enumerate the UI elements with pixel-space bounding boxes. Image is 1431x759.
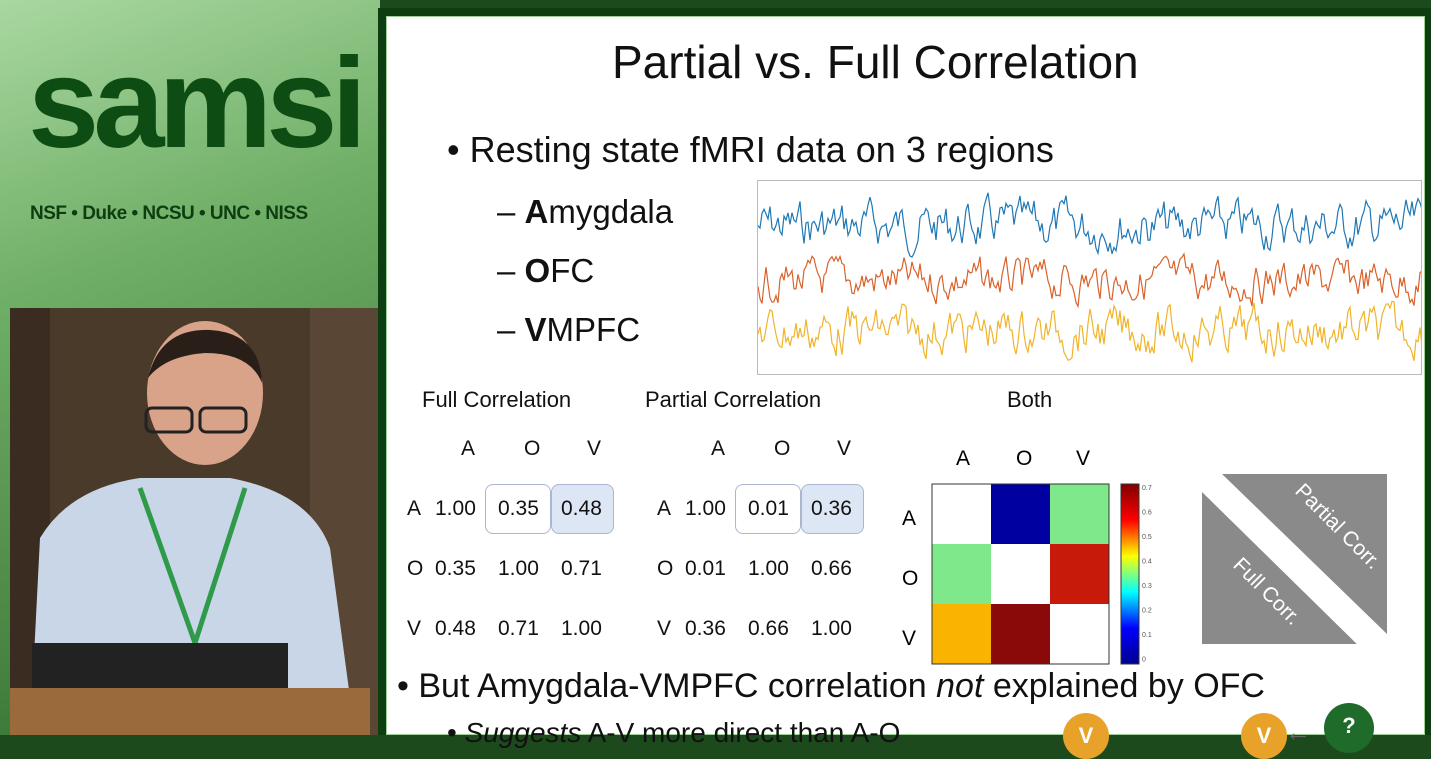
timeseries-line: [758, 300, 1421, 363]
matrix-cell: 0.36: [811, 497, 852, 520]
timeseries-line: [758, 192, 1421, 258]
bullet-1-text: Resting state fMRI data on 3 regions: [469, 129, 1054, 170]
heatmap-cell: [1050, 544, 1109, 604]
node-v: V: [1241, 713, 1287, 759]
heatmap-cell: [932, 484, 991, 544]
colorbar-tick: 0: [1142, 657, 1146, 664]
bullet-2: • But Amygdala-VMPFC correlation not exp…: [397, 667, 1265, 705]
both-heatmap: A O V A O V 0.7 0.6 0.5 0.4 0.3 0.2 0.1 0: [902, 447, 1152, 665]
node-unknown: ?: [1324, 703, 1374, 753]
both-heading: Both: [1007, 387, 1053, 412]
row-label: O: [657, 557, 674, 580]
sub-bullet: • Suggests A-V more direct than A-O: [447, 717, 901, 748]
row-label: V: [657, 617, 672, 640]
col-header: O: [774, 437, 791, 460]
heatmap-cell: [991, 544, 1050, 604]
matrix-cell: 1.00: [685, 497, 726, 520]
bullet-1: • Resting state fMRI data on 3 regions: [447, 129, 1054, 170]
highlight-box: [485, 484, 551, 534]
heatmap-row-label: V: [902, 627, 916, 650]
heatmap-cell: [991, 484, 1050, 544]
col-header: V: [587, 437, 602, 460]
presentation-slide: Partial vs. Full Correlation • Resting s…: [378, 8, 1431, 759]
col-header: A: [461, 437, 476, 460]
row-label: A: [657, 497, 672, 520]
row-label: O: [407, 557, 424, 580]
colorbar-tick: 0.4: [1142, 559, 1152, 566]
arrow-icon: ←: [1285, 717, 1311, 747]
colorbar-tick: 0.2: [1142, 608, 1152, 615]
partial-corr-heading: Partial Correlation: [645, 387, 822, 412]
corr-legend-triangles: Partial Corr. Full Corr.: [1202, 474, 1387, 644]
matrix-cell: 0.48: [561, 497, 602, 520]
matrix-cell: 0.01: [748, 497, 789, 520]
matrix-cell: 1.00: [498, 557, 539, 580]
matrix-cell: 0.71: [498, 617, 539, 640]
colorbar-tick: 0.5: [1142, 534, 1152, 541]
matrix-cell: 1.00: [748, 557, 789, 580]
fmri-timeseries-plot: [757, 180, 1422, 375]
node-v: V: [1063, 713, 1109, 759]
region-vmpfc: – VMPFC: [497, 311, 641, 348]
matrix-cell: 0.35: [498, 497, 539, 520]
slide-title: Partial vs. Full Correlation: [612, 36, 1139, 88]
samsi-logo: samsi: [28, 32, 367, 175]
col-header: O: [524, 437, 541, 460]
colorbar: [1120, 483, 1140, 665]
matrix-cell: 1.00: [811, 617, 852, 640]
heatmap-cell: [932, 604, 991, 664]
col-header: V: [837, 437, 852, 460]
heatmap-row-label: A: [902, 507, 916, 530]
highlight-box: [735, 484, 801, 534]
heatmap-row-label: O: [902, 567, 918, 590]
colorbar-tick: 0.1: [1142, 632, 1152, 639]
partners-text: NSF • Duke • NCSU • UNC • NISS: [30, 203, 308, 224]
row-label: A: [407, 497, 422, 520]
timeseries-line: [758, 252, 1421, 309]
heatmap-col-label: V: [1076, 447, 1090, 470]
heatmap-col-label: O: [1016, 447, 1032, 470]
matrix-cell: 0.71: [561, 557, 602, 580]
heatmap-cell: [1050, 604, 1109, 664]
matrix-cell: 0.36: [685, 617, 726, 640]
matrix-cell: 0.01: [685, 557, 726, 580]
colorbar-tick: 0.6: [1142, 510, 1152, 517]
heatmap-cell: [991, 604, 1050, 664]
heatmap-cell: [932, 544, 991, 604]
matrix-cell: 0.66: [811, 557, 852, 580]
sidebar-branding: samsi NSF • Duke • NCSU • UNC • NISS: [0, 0, 380, 735]
full-corr-heading: Full Correlation: [422, 387, 572, 412]
col-header: A: [711, 437, 726, 460]
colorbar-tick: 0.7: [1142, 485, 1152, 492]
matrix-cell: 1.00: [561, 617, 602, 640]
matrix-cell: 1.00: [435, 497, 476, 520]
matrix-cell: 0.66: [748, 617, 789, 640]
colorbar-tick: 0.3: [1142, 583, 1152, 590]
highlight-box: [801, 484, 864, 534]
heatmap-cell: [1050, 484, 1109, 544]
speaker-video: [10, 308, 378, 735]
matrix-cell: 0.35: [435, 557, 476, 580]
heatmap-col-label: A: [956, 447, 970, 470]
row-label: V: [407, 617, 422, 640]
region-ofc: – OFC: [497, 252, 595, 289]
region-amygdala: – Amygdala: [497, 193, 674, 230]
speaker-image: [10, 308, 378, 735]
matrix-cell: 0.48: [435, 617, 476, 640]
highlight-box: [551, 484, 614, 534]
